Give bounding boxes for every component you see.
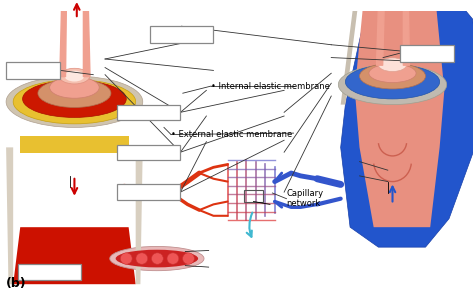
Ellipse shape bbox=[338, 65, 447, 105]
Ellipse shape bbox=[6, 76, 143, 127]
Polygon shape bbox=[341, 0, 359, 105]
Polygon shape bbox=[341, 0, 474, 247]
FancyBboxPatch shape bbox=[117, 105, 181, 120]
FancyBboxPatch shape bbox=[18, 264, 82, 280]
Ellipse shape bbox=[23, 80, 126, 117]
FancyBboxPatch shape bbox=[400, 45, 454, 62]
Ellipse shape bbox=[182, 253, 194, 264]
Polygon shape bbox=[20, 136, 128, 153]
Ellipse shape bbox=[116, 250, 198, 267]
Text: • External elastic membrane: • External elastic membrane bbox=[171, 130, 292, 139]
Polygon shape bbox=[13, 227, 136, 284]
FancyBboxPatch shape bbox=[150, 26, 213, 43]
Text: Capillary
network: Capillary network bbox=[286, 189, 324, 208]
Ellipse shape bbox=[378, 58, 407, 72]
Ellipse shape bbox=[359, 63, 426, 89]
FancyBboxPatch shape bbox=[117, 184, 181, 200]
Ellipse shape bbox=[120, 253, 132, 264]
Ellipse shape bbox=[59, 68, 90, 84]
Ellipse shape bbox=[369, 64, 416, 83]
Ellipse shape bbox=[38, 79, 111, 108]
Ellipse shape bbox=[152, 253, 163, 264]
FancyBboxPatch shape bbox=[117, 145, 181, 160]
Polygon shape bbox=[6, 147, 13, 284]
Ellipse shape bbox=[167, 253, 179, 264]
Ellipse shape bbox=[110, 247, 204, 271]
Ellipse shape bbox=[13, 80, 136, 124]
Ellipse shape bbox=[346, 65, 439, 99]
Ellipse shape bbox=[64, 71, 84, 81]
Ellipse shape bbox=[136, 253, 148, 264]
Bar bbox=[244, 190, 263, 202]
Polygon shape bbox=[136, 147, 143, 284]
FancyBboxPatch shape bbox=[6, 62, 60, 79]
Ellipse shape bbox=[50, 77, 99, 98]
Polygon shape bbox=[355, 0, 444, 227]
Text: • Internal elastic membrane: • Internal elastic membrane bbox=[211, 82, 330, 91]
Text: (b): (b) bbox=[6, 277, 27, 290]
